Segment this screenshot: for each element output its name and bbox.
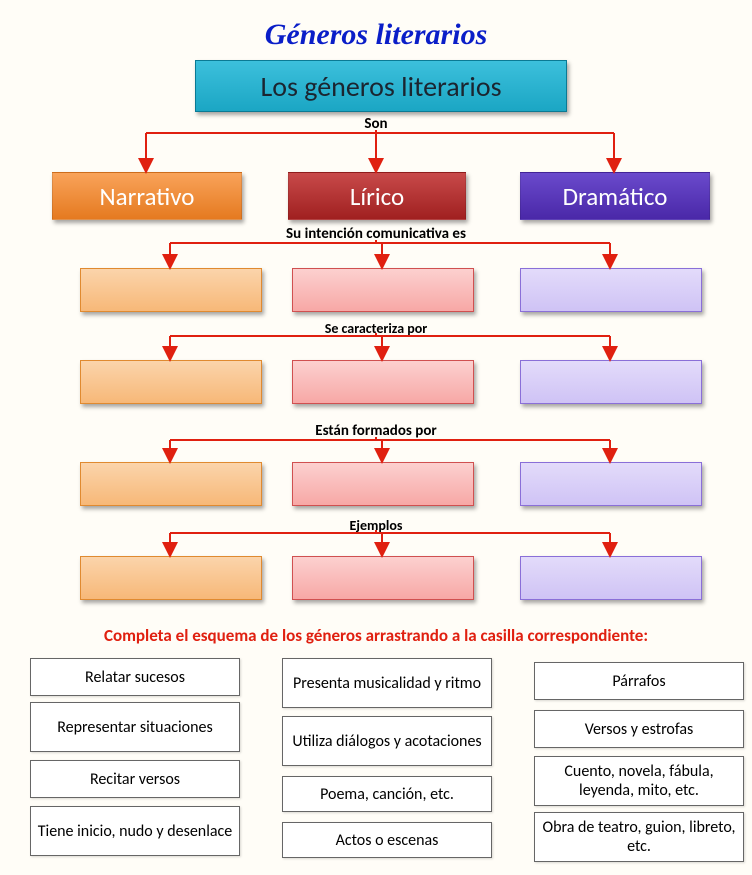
drop-cell[interactable] (292, 360, 474, 404)
draggable-option[interactable]: Tiene inicio, nudo y desenlace (30, 806, 240, 856)
draggable-option[interactable]: Poema, canción, etc. (282, 776, 492, 812)
drop-cell[interactable] (520, 268, 702, 312)
section-header: Se caracteriza por (0, 320, 752, 337)
section-header: Son (0, 115, 752, 133)
genre-box: Narrativo (52, 172, 242, 220)
genre-box: Lírico (288, 172, 466, 220)
draggable-option[interactable]: Representar situaciones (30, 702, 240, 752)
draggable-option[interactable]: Recitar versos (30, 760, 240, 798)
draggable-option[interactable]: Actos o escenas (282, 822, 492, 858)
section-header: Ejemplos (0, 517, 752, 534)
draggable-option[interactable]: Versos y estrofas (534, 710, 744, 748)
drop-cell[interactable] (292, 268, 474, 312)
section-header: Su intención comunicativa es (0, 225, 752, 243)
draggable-option[interactable]: Utiliza diálogos y acotaciones (282, 716, 492, 766)
drop-cell[interactable] (520, 462, 702, 506)
draggable-option[interactable]: Relatar sucesos (30, 658, 240, 696)
section-header: Están formados por (0, 422, 752, 440)
drop-cell[interactable] (80, 360, 262, 404)
draggable-option[interactable]: Presenta musicalidad y ritmo (282, 658, 492, 708)
drop-cell[interactable] (80, 462, 262, 506)
drop-cell[interactable] (292, 462, 474, 506)
drop-cell[interactable] (80, 556, 262, 600)
page-title: Géneros literarios (0, 18, 752, 52)
genre-box: Dramático (520, 172, 710, 220)
draggable-option[interactable]: Párrafos (534, 662, 744, 700)
draggable-option[interactable]: Obra de teatro, guion, libreto, etc. (534, 812, 744, 862)
drop-cell[interactable] (292, 556, 474, 600)
drop-cell[interactable] (520, 360, 702, 404)
drop-cell[interactable] (520, 556, 702, 600)
drop-cell[interactable] (80, 268, 262, 312)
draggable-option[interactable]: Cuento, novela, fábula, leyenda, mito, e… (534, 756, 744, 806)
topbox-generos: Los géneros literarios (195, 60, 567, 112)
instruction-text: Completa el esquema de los géneros arras… (0, 625, 752, 646)
